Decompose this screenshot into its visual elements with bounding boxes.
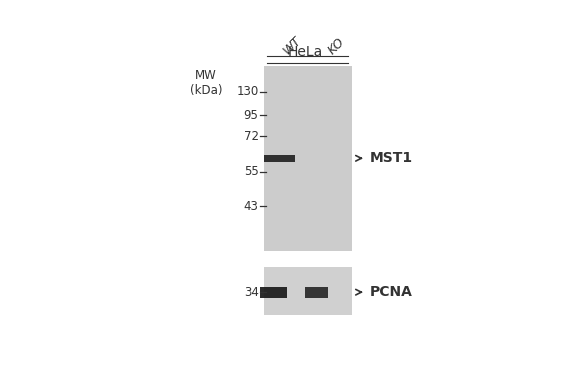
- Bar: [264, 266, 353, 314]
- Bar: [264, 155, 294, 162]
- Text: HeLa: HeLa: [288, 45, 322, 59]
- Bar: [260, 287, 287, 298]
- Text: 72: 72: [244, 130, 258, 143]
- Text: MST1: MST1: [370, 151, 413, 165]
- Text: 95: 95: [244, 109, 258, 122]
- Text: MW
(kDa): MW (kDa): [190, 69, 222, 97]
- Text: WT: WT: [281, 34, 304, 57]
- Text: PCNA: PCNA: [370, 285, 413, 299]
- Text: 43: 43: [244, 200, 258, 212]
- Text: 34: 34: [244, 286, 258, 299]
- Bar: [264, 66, 353, 251]
- Text: 130: 130: [236, 85, 258, 98]
- Text: KO: KO: [325, 36, 347, 57]
- Text: 55: 55: [244, 166, 258, 178]
- Bar: [305, 287, 328, 298]
